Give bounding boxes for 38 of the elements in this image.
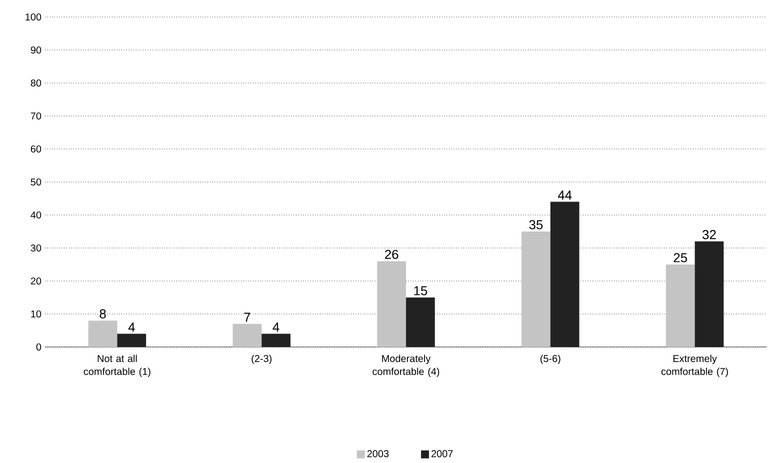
data-label: 35 [529,220,543,230]
bar [694,242,724,348]
bar [232,324,262,348]
y-tick-label: 80 [30,80,42,87]
x-tick-label: Moderately comfortable (4) [372,354,440,378]
data-label: 25 [674,253,688,262]
data-label: 26 [385,250,398,260]
y-tick-label: 60 [30,146,42,153]
legend-label: 2007 [431,450,453,458]
bar [550,202,580,348]
y-tick-label: 50 [30,178,42,186]
y-tick-label: 0 [36,344,42,351]
y-tick-label: 30 [30,244,42,252]
y-tick-label: 20 [30,278,42,285]
data-label: 8 [100,309,106,319]
y-tick-label: 10 [31,310,42,318]
bar [88,320,118,348]
data-label: 4 [272,322,280,332]
bar [666,264,695,348]
y-tick-label: 90 [30,46,42,54]
data-label: 4 [128,322,135,332]
bar [406,298,435,348]
data-label: 7 [244,312,250,322]
bar [262,334,290,348]
data-label: 32 [702,230,716,240]
x-tick-label: Extremely comfortable (7) [661,354,728,378]
legend-label: 2003 [367,450,389,458]
bar [377,261,406,348]
x-tick-label: (2-3) [252,354,272,364]
data-label: 15 [414,286,428,296]
y-tick-label: 40 [30,212,42,219]
y-tick-label: 70 [30,112,42,120]
data-label: 44 [558,190,572,200]
bar [117,334,146,348]
x-tick-label: (5-6) [540,354,560,364]
y-tick-label: 100 [26,14,42,21]
bar [522,232,550,348]
x-tick-label: Not at all comfortable (1) [84,354,150,378]
